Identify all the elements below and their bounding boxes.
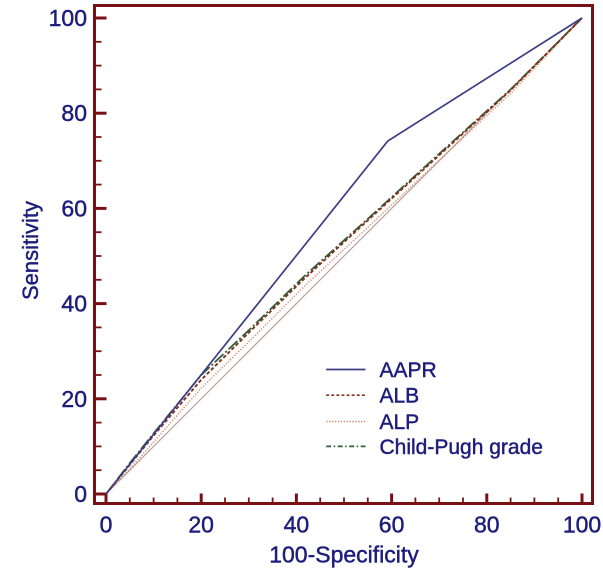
svg-text:Sensitivity: Sensitivity [18,201,43,300]
svg-text:60: 60 [61,195,87,221]
svg-text:Child-Pugh grade: Child-Pugh grade [380,436,543,459]
svg-text:100-Specificity: 100-Specificity [269,542,419,568]
svg-text:ALP: ALP [380,411,420,434]
svg-text:40: 40 [61,291,87,317]
svg-text:100: 100 [49,5,87,31]
svg-text:AAPR: AAPR [380,359,437,382]
svg-text:ALB: ALB [380,385,420,408]
svg-text:40: 40 [284,512,310,538]
svg-text:80: 80 [61,100,87,126]
svg-text:20: 20 [188,512,214,538]
svg-text:100: 100 [563,512,601,538]
svg-text:0: 0 [100,512,113,538]
svg-text:80: 80 [474,512,500,538]
svg-text:0: 0 [74,481,87,507]
svg-text:20: 20 [61,386,87,412]
svg-text:60: 60 [379,512,405,538]
